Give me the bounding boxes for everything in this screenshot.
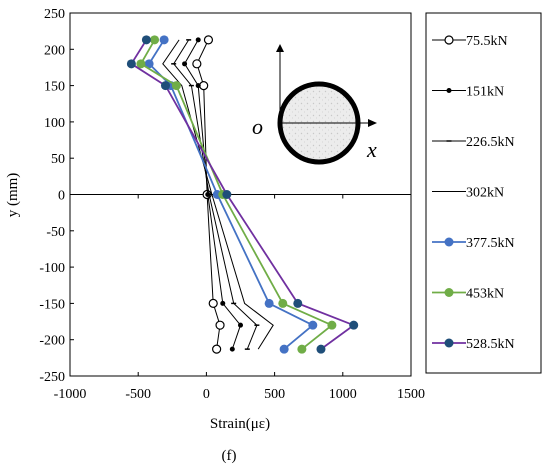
y-tick-label: 250 — [44, 7, 65, 22]
data-point — [238, 322, 243, 328]
legend-marker — [446, 88, 452, 93]
figure-caption: (f) — [222, 448, 237, 464]
legend-entries: 75.5kN 151kN 226.5kN 302kN 377.5kN 453kN 528.5… — [432, 34, 515, 352]
y-tick-label: 200 — [44, 43, 65, 58]
series-line — [162, 39, 274, 350]
legend — [425, 12, 542, 374]
data-point — [279, 344, 289, 354]
data-point — [203, 35, 214, 45]
legend-marker — [444, 35, 454, 45]
data-point — [220, 300, 226, 306]
series-layer — [126, 35, 359, 354]
data-point — [141, 35, 151, 45]
data-point — [297, 344, 307, 354]
legend-label: 302kN — [466, 186, 504, 201]
y-tick-label: -100 — [39, 261, 65, 276]
legend-label: 377.5kN — [466, 236, 515, 251]
legend-entry-1: 151kN — [432, 85, 504, 100]
y-tick-label: -250 — [39, 370, 65, 385]
y-axis-label: y (mm) — [5, 173, 21, 218]
x-tick-label: 1500 — [397, 387, 425, 402]
data-point — [136, 59, 146, 69]
data-point — [150, 35, 160, 45]
data-point — [171, 81, 181, 91]
data-point — [182, 61, 188, 67]
legend-entry-0: 75.5kN — [432, 34, 508, 49]
x-tick-label: 500 — [264, 387, 285, 402]
data-point — [195, 83, 201, 89]
data-point — [349, 320, 359, 330]
legend-entry-6: 528.5kN — [432, 337, 515, 352]
data-point — [278, 298, 288, 308]
data-point — [160, 81, 170, 91]
legend-entry-2: 226.5kN — [432, 135, 515, 150]
series-6 — [126, 35, 359, 354]
y-tick-label: -200 — [39, 334, 65, 349]
section-inset: o x — [252, 44, 377, 165]
data-point — [199, 80, 209, 91]
x-tick-label: 1000 — [329, 387, 357, 402]
x-tick-label: 0 — [203, 387, 210, 402]
legend-entry-3: 302kN — [432, 186, 504, 201]
y-tick-label: -50 — [46, 225, 65, 240]
data-point — [308, 320, 318, 330]
y-tick-label: 0 — [58, 189, 65, 204]
y-tick-label: 150 — [44, 80, 65, 95]
data-point — [316, 344, 326, 354]
legend-label: 453kN — [466, 287, 504, 302]
series-3 — [162, 39, 274, 350]
inset-x-label: x — [366, 137, 377, 162]
data-point — [222, 190, 232, 199]
data-point — [144, 59, 154, 69]
y-tick-label: 100 — [44, 116, 65, 131]
legend-entry-4: 377.5kN — [432, 236, 515, 251]
inset-x-arrow — [368, 119, 377, 127]
data-point — [327, 320, 337, 330]
legend-label: 75.5kN — [466, 34, 508, 49]
x-tick-label: -1000 — [54, 387, 87, 402]
data-point — [195, 37, 201, 43]
legend-entry-5: 453kN — [432, 287, 504, 302]
data-point — [229, 346, 235, 352]
data-point — [293, 298, 303, 308]
data-point — [212, 344, 222, 354]
y-tick-label: 50 — [51, 152, 65, 167]
legend-marker — [444, 288, 454, 297]
data-point — [208, 298, 218, 308]
series-2 — [171, 39, 260, 350]
y-tick-label: -150 — [39, 297, 65, 312]
legend-marker — [444, 338, 454, 348]
x-tick-label: -500 — [125, 387, 151, 402]
data-point — [215, 320, 225, 330]
data-point — [159, 35, 169, 45]
x-axis-label: Strain(με) — [210, 416, 270, 432]
inset-origin-label: o — [252, 114, 263, 139]
data-point — [264, 298, 274, 308]
legend-marker — [444, 237, 454, 247]
legend-label: 528.5kN — [466, 337, 515, 352]
legend-label: 151kN — [466, 85, 504, 100]
series-0 — [192, 35, 225, 354]
data-point — [192, 59, 202, 69]
axes: -250-200-150-100-50050100150200250-1000-… — [39, 7, 425, 402]
inset-y-arrow — [276, 44, 284, 52]
data-point — [126, 59, 136, 69]
legend-label: 226.5kN — [466, 135, 515, 150]
